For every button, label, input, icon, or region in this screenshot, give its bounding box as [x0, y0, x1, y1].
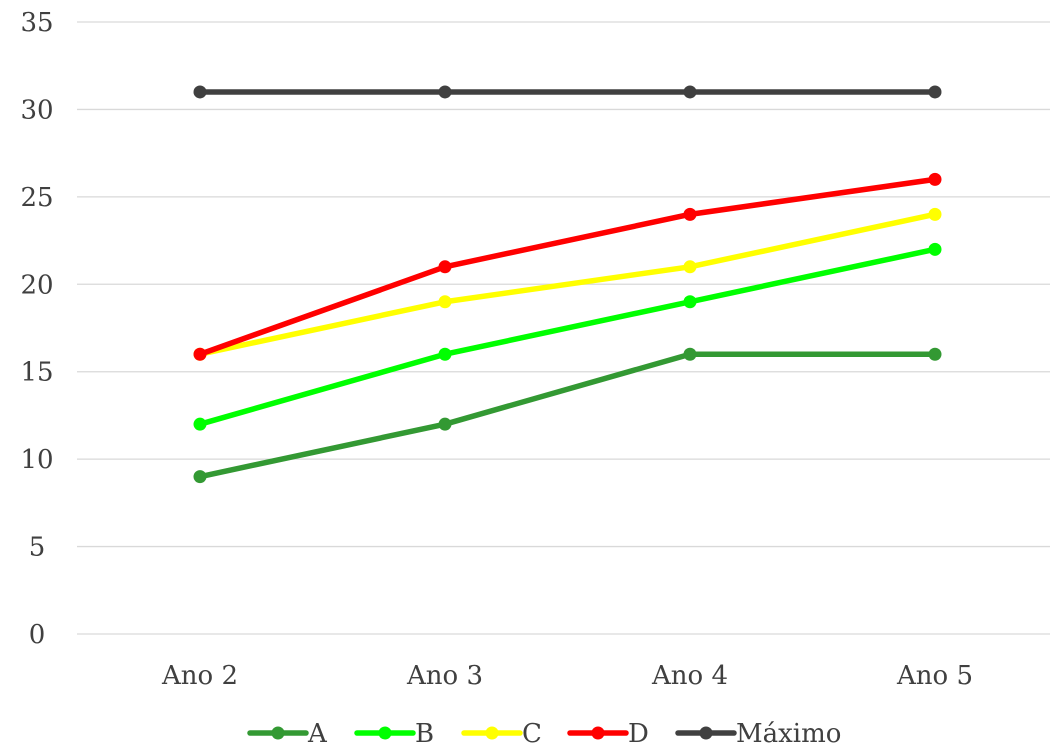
legend-swatch-marker-D [591, 726, 605, 740]
x-tick-label-3: Ano 5 [896, 661, 973, 691]
y-tick-label-15: 15 [20, 358, 53, 388]
series-B [193, 242, 942, 431]
legend-swatch-marker-Máximo [699, 726, 713, 740]
series-A [193, 347, 942, 484]
y-tick-label-10: 10 [20, 445, 53, 475]
y-tick-label-0: 0 [29, 620, 46, 650]
data-point-D-3 [928, 172, 942, 186]
data-point-D-2 [683, 207, 697, 221]
series-Máximo [193, 85, 942, 99]
series-line-D [197, 176, 938, 357]
legend-item-D: D [567, 719, 649, 749]
y-axis-tick-labels: 0 5 10 15 20 25 30 35 [20, 8, 53, 650]
x-tick-label-1: Ano 3 [406, 661, 483, 691]
legend-swatch-marker-A [271, 726, 285, 740]
data-point-B-3 [928, 242, 942, 256]
data-point-Máximo-3 [928, 85, 942, 99]
series-lines [193, 85, 942, 484]
data-point-C-3 [928, 207, 942, 221]
legend-item-C: C [461, 719, 542, 749]
x-axis-tick-labels: Ano 2 Ano 3 Ano 4 Ano 5 [161, 661, 973, 691]
legend-label-Máximo: Máximo [736, 719, 841, 747]
data-point-A-2 [683, 347, 697, 361]
legend-label-A: A [307, 719, 328, 747]
data-point-B-2 [683, 295, 697, 309]
data-point-A-0 [193, 470, 207, 484]
legend-swatch-marker-B [378, 726, 392, 740]
legend-label-D: D [628, 719, 649, 747]
data-point-D-1 [438, 260, 452, 274]
legend: A B C D Máximo [247, 719, 841, 749]
series-line-A [197, 351, 938, 480]
x-tick-label-2: Ano 4 [651, 661, 728, 691]
legend-item-A: A [247, 719, 328, 749]
legend-swatch-marker-C [485, 726, 499, 740]
data-point-Máximo-2 [683, 85, 697, 99]
legend-label-C: C [522, 719, 542, 747]
y-tick-label-35: 35 [20, 8, 53, 38]
data-point-D-0 [193, 347, 207, 361]
y-tick-label-25: 25 [20, 183, 53, 213]
data-point-C-2 [683, 260, 697, 274]
y-tick-label-5: 5 [29, 533, 46, 563]
y-tick-label-20: 20 [20, 270, 53, 300]
data-point-Máximo-1 [438, 85, 452, 99]
data-point-Máximo-0 [193, 85, 207, 99]
series-line-B [197, 246, 938, 427]
x-tick-label-0: Ano 2 [161, 661, 238, 691]
y-tick-label-30: 30 [20, 95, 53, 125]
series-line-C [197, 211, 938, 357]
legend-item-Máximo: Máximo [675, 719, 841, 749]
data-point-B-1 [438, 347, 452, 361]
data-point-B-0 [193, 417, 207, 431]
data-point-A-1 [438, 417, 452, 431]
data-point-C-1 [438, 295, 452, 309]
legend-item-B: B [354, 719, 434, 749]
legend-label-B: B [415, 719, 434, 747]
data-point-A-3 [928, 347, 942, 361]
series-D [193, 172, 942, 361]
